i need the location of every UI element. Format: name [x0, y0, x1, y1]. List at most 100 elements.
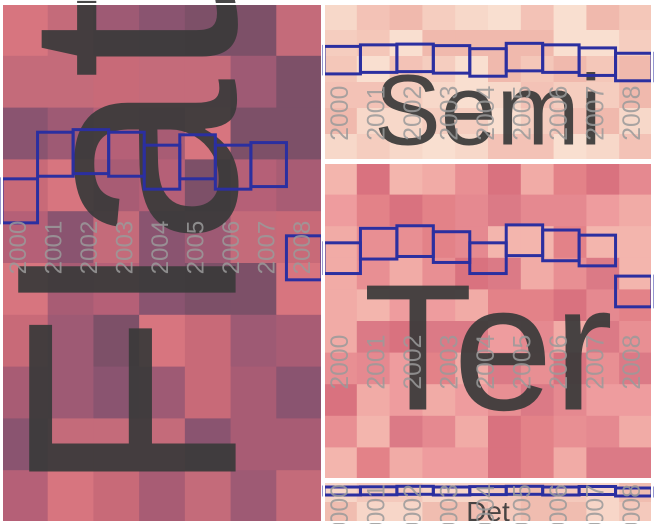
mosaic-cell [356, 321, 391, 354]
year-label: 2008 [289, 221, 316, 275]
mosaic-cell [422, 82, 456, 109]
mosaic-cell [553, 415, 587, 448]
mosaic-cell [184, 55, 232, 109]
mosaic-cell [2, 263, 49, 316]
mosaic-cell [553, 194, 587, 227]
mosaic-cell [324, 194, 358, 227]
mosaic-cell [586, 194, 620, 227]
mosaic-cell [488, 82, 522, 109]
year-label: 2002 [76, 221, 103, 275]
series-box [577, 233, 618, 268]
mosaic-cell [139, 470, 186, 523]
tile-border [1, 3, 323, 523]
mosaic-cell [455, 321, 489, 354]
mosaic-cell [619, 56, 653, 83]
tile-terraced: Ter 2000 2001 2002 2003 2004 2005 2006 2007 2008 [322, 162, 654, 480]
year-label: 2002 [400, 335, 427, 390]
mosaic-cell [455, 56, 489, 83]
mosaic-cell [553, 257, 587, 290]
mosaic-cell [488, 56, 522, 83]
mosaic-cell [276, 55, 323, 109]
mosaic-cell [455, 134, 489, 161]
mosaic-cell [356, 30, 391, 57]
mosaic-cell [422, 4, 456, 31]
year-label: 2004 [473, 334, 500, 389]
mosaic-cell [422, 108, 456, 135]
mosaic-cell [422, 321, 456, 354]
mosaic-cell [356, 415, 391, 448]
mosaic-cell [455, 384, 489, 417]
mosaic-cell [356, 502, 391, 523]
mosaic-cell [230, 314, 277, 368]
mosaic-cell [619, 134, 653, 161]
year-label: 2004 [473, 85, 500, 140]
mosaic-cell [422, 194, 456, 227]
mosaic-cell [389, 257, 423, 290]
tile-detached: Det 2000 2001 2002 2003 2004 2005 2006 2007 2008 [322, 481, 654, 524]
mosaic-cell [455, 4, 489, 31]
year-label: 2008 [619, 484, 646, 524]
mosaic-cell [276, 211, 323, 264]
mosaic-cell [389, 415, 423, 448]
mosaic-cell [619, 384, 653, 417]
mosaic-cell [553, 226, 587, 259]
mosaic-cell [520, 415, 555, 448]
year-label: 2005 [509, 335, 536, 390]
mosaic-cell [230, 418, 277, 471]
mosaic-cell [276, 263, 323, 316]
series-box [468, 241, 508, 276]
mosaic-cell [2, 159, 49, 212]
tile-label: Ter [363, 247, 613, 448]
mosaic-cell [184, 4, 232, 57]
mosaic-cell [520, 502, 555, 523]
mosaic-cell [520, 289, 555, 322]
year-label: 2007 [582, 484, 609, 524]
mosaic-cell [93, 55, 140, 109]
mosaic-cell [520, 163, 555, 196]
mosaic-cell [520, 321, 555, 354]
tile-border [323, 3, 653, 161]
mosaic-cell [553, 502, 587, 523]
tile-label: Det [466, 496, 510, 524]
mosaic-cell [47, 4, 95, 57]
mosaic-cell [93, 418, 140, 471]
mosaic-cell [520, 108, 555, 135]
mosaic-cell [389, 384, 423, 417]
mosaic-cell [455, 502, 489, 523]
mosaic-cell [139, 418, 186, 471]
mosaic-cell [324, 82, 358, 109]
mosaic-cell [553, 163, 587, 196]
year-label: 2000 [5, 221, 32, 275]
year-label: 2006 [546, 484, 573, 524]
mosaic-cell [230, 366, 277, 419]
mosaic-cell [586, 82, 620, 109]
mosaic-cell [184, 159, 232, 212]
mosaic-cell [139, 55, 186, 109]
tile-border [323, 481, 653, 523]
mosaic-cell [276, 107, 323, 160]
mosaic-cell [356, 82, 391, 109]
mosaic-cell [488, 447, 522, 480]
mosaic-cell [520, 447, 555, 480]
mosaic-cell [47, 470, 95, 523]
year-label: 2003 [111, 221, 138, 275]
mosaic-cell [230, 107, 277, 160]
mosaic-cell [553, 30, 587, 57]
mosaic-cell [488, 108, 522, 135]
mosaic-cell [47, 418, 95, 471]
mosaic-cell [619, 4, 653, 31]
mosaic-cell [488, 352, 522, 385]
mosaic-cell [389, 352, 423, 385]
mosaic-cell [324, 352, 358, 385]
mosaic-cell [2, 107, 49, 160]
mosaic-cell [184, 211, 232, 264]
year-label: 2003 [437, 484, 464, 524]
year-label: 2003 [437, 86, 464, 141]
year-label: 2007 [582, 86, 609, 141]
mosaic-cell [356, 289, 391, 322]
mosaic-cell [520, 134, 555, 161]
mosaic-cell [553, 82, 587, 109]
mosaic-cell [586, 4, 620, 31]
